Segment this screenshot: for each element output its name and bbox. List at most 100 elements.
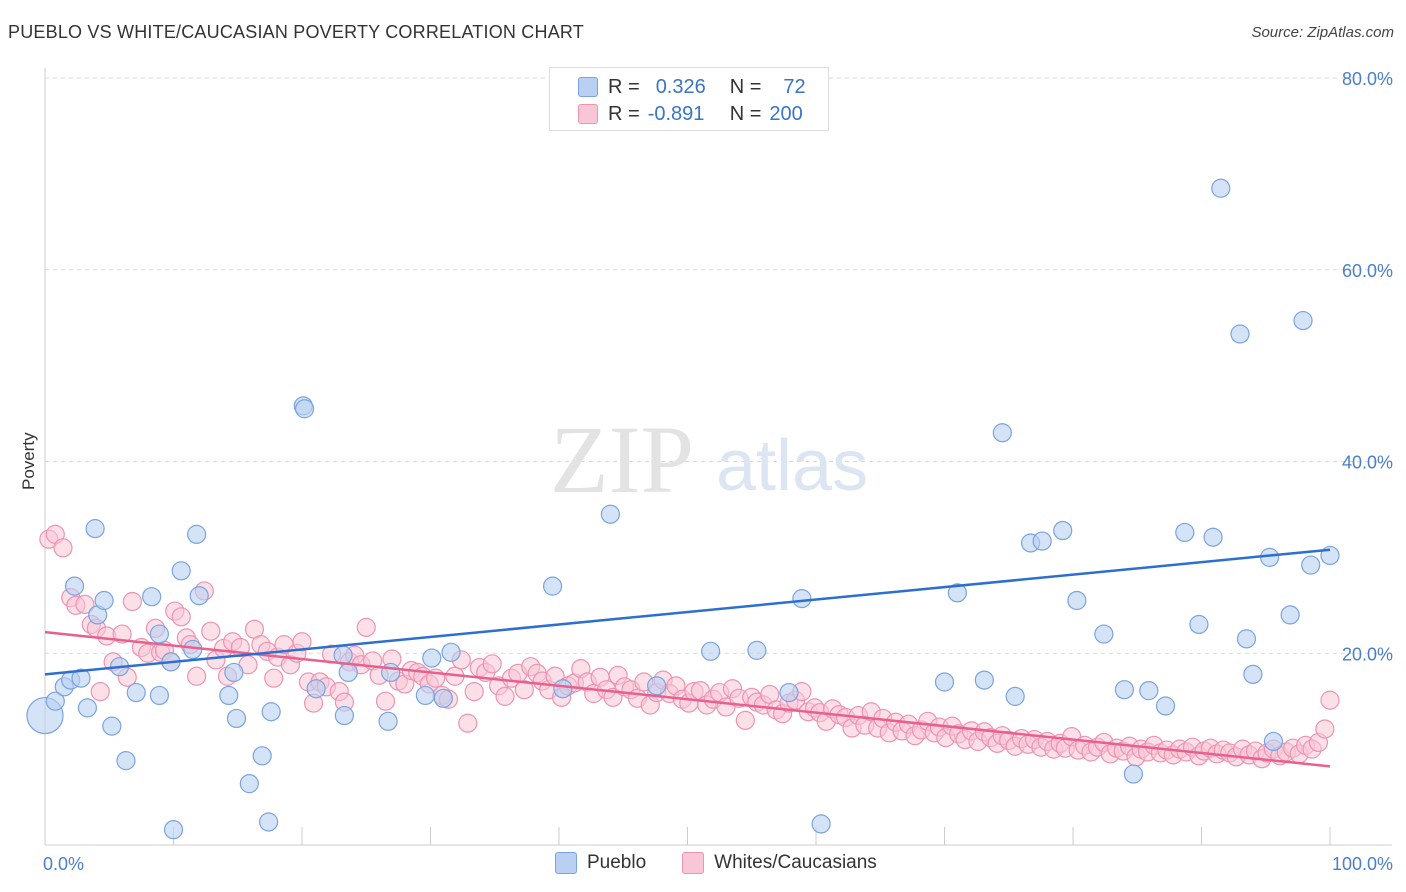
point-pueblo <box>306 679 326 699</box>
point-pueblo <box>647 676 667 696</box>
point-whites-caucasians <box>514 680 534 700</box>
point-pueblo <box>64 576 85 596</box>
legend-n-label: N = <box>729 102 762 125</box>
source-label: Source: ZipAtlas.com <box>1251 24 1394 41</box>
point-whites-caucasians <box>90 681 110 702</box>
legend-r-value: -0.891 <box>647 102 705 125</box>
legend-r-value: 0.326 <box>655 75 706 98</box>
trend-line-whites-caucasians <box>44 630 1331 768</box>
point-whites-caucasians <box>458 713 478 733</box>
point-pueblo <box>1280 605 1300 625</box>
point-pueblo <box>261 702 281 722</box>
point-whites-caucasians <box>264 668 284 688</box>
y-axis-label: Poverty <box>19 432 38 490</box>
point-pueblo <box>974 670 994 690</box>
point-pueblo <box>1211 178 1231 198</box>
watermark-zip: ZIP <box>550 406 694 513</box>
point-pueblo <box>1263 731 1284 752</box>
point-pueblo <box>187 524 207 544</box>
point-pueblo <box>126 682 146 703</box>
point-whites-caucasians <box>75 594 95 614</box>
legend-swatch-pueblo <box>578 77 598 97</box>
point-pueblo <box>701 641 721 661</box>
point-pueblo <box>1155 696 1176 716</box>
point-pueblo <box>171 561 191 581</box>
point-pueblo <box>381 662 401 683</box>
point-pueblo <box>1123 764 1143 784</box>
point-whites-caucasians <box>187 666 207 686</box>
y-tick-label: 60.0% <box>1342 261 1393 281</box>
point-whites-caucasians <box>356 617 376 637</box>
point-pueblo <box>45 691 65 711</box>
x-tick-label: 100.0% <box>1332 854 1393 874</box>
point-whites-caucasians <box>201 621 221 641</box>
point-pueblo <box>1094 624 1114 644</box>
legend-n-value: 200 <box>769 102 803 125</box>
bottom-legend: Pueblo Whites/Caucasians <box>555 852 877 874</box>
point-pueblo <box>992 423 1012 443</box>
point-pueblo <box>149 624 169 644</box>
point-pueblo <box>811 814 831 834</box>
point-whites-caucasians <box>464 681 484 702</box>
bottom-legend-swatch-pueblo <box>555 852 577 874</box>
point-whites-caucasians <box>292 632 312 652</box>
bottom-legend-pueblo: Pueblo <box>587 852 647 873</box>
point-pueblo <box>1189 614 1209 635</box>
point-whites-caucasians <box>1320 690 1340 710</box>
point-pueblo <box>77 698 98 718</box>
point-pueblo <box>85 519 105 539</box>
grid-lines <box>45 77 1392 654</box>
legend-swatch-whites <box>578 104 598 124</box>
point-pueblo <box>422 648 442 668</box>
point-pueblo <box>779 682 799 703</box>
point-pueblo <box>1005 686 1025 706</box>
y-tick-label: 80.0% <box>1342 69 1393 89</box>
point-whites-caucasians <box>171 607 191 627</box>
point-pueblo <box>441 642 461 662</box>
point-pueblo <box>1032 531 1052 551</box>
point-pueblo <box>1053 520 1073 541</box>
point-pueblo <box>415 685 435 706</box>
point-pueblo <box>149 685 169 706</box>
bottom-legend-whites: Whites/Caucasians <box>714 852 877 873</box>
point-pueblo <box>1067 590 1087 611</box>
point-pueblo <box>1175 522 1195 543</box>
legend-n-label: N = <box>729 75 762 98</box>
point-pueblo <box>71 668 91 688</box>
legend: R = 0.326 N = 72 R = -0.891 N = 200 <box>549 67 829 131</box>
point-pueblo <box>163 820 184 840</box>
point-pueblo <box>1301 555 1321 575</box>
point-pueblo <box>542 576 563 596</box>
point-pueblo <box>600 504 621 524</box>
point-pueblo <box>116 751 136 771</box>
point-pueblo <box>553 679 573 699</box>
point-pueblo <box>94 590 114 611</box>
bottom-legend-swatch-whites <box>682 852 705 874</box>
point-whites-caucasians <box>735 710 755 730</box>
point-pueblo <box>226 708 247 729</box>
point-pueblo <box>338 662 358 683</box>
point-pueblo <box>219 685 239 706</box>
trend-lines <box>44 548 1331 768</box>
point-pueblo <box>189 586 209 606</box>
trend-line-pueblo <box>44 548 1331 676</box>
legend-n-value: 72 <box>783 75 806 98</box>
point-pueblo <box>378 711 398 731</box>
chart-title: PUEBLO VS WHITE/CAUCASIAN POVERTY CORREL… <box>8 22 584 42</box>
point-pueblo <box>1293 310 1313 331</box>
point-pueblo <box>947 583 967 603</box>
series-pueblo <box>26 100 1340 840</box>
point-pueblo <box>792 589 812 609</box>
point-pueblo <box>294 399 315 419</box>
point-pueblo <box>102 716 122 736</box>
watermark: ZIP atlas <box>550 406 868 513</box>
point-whites-caucasians <box>1315 719 1335 739</box>
point-pueblo <box>1139 681 1159 701</box>
point-pueblo <box>1114 680 1135 700</box>
point-pueblo <box>1236 629 1257 649</box>
point-pueblo <box>334 705 355 726</box>
point-pueblo <box>239 774 259 794</box>
point-pueblo <box>1243 664 1263 684</box>
point-whites-caucasians <box>482 654 502 674</box>
